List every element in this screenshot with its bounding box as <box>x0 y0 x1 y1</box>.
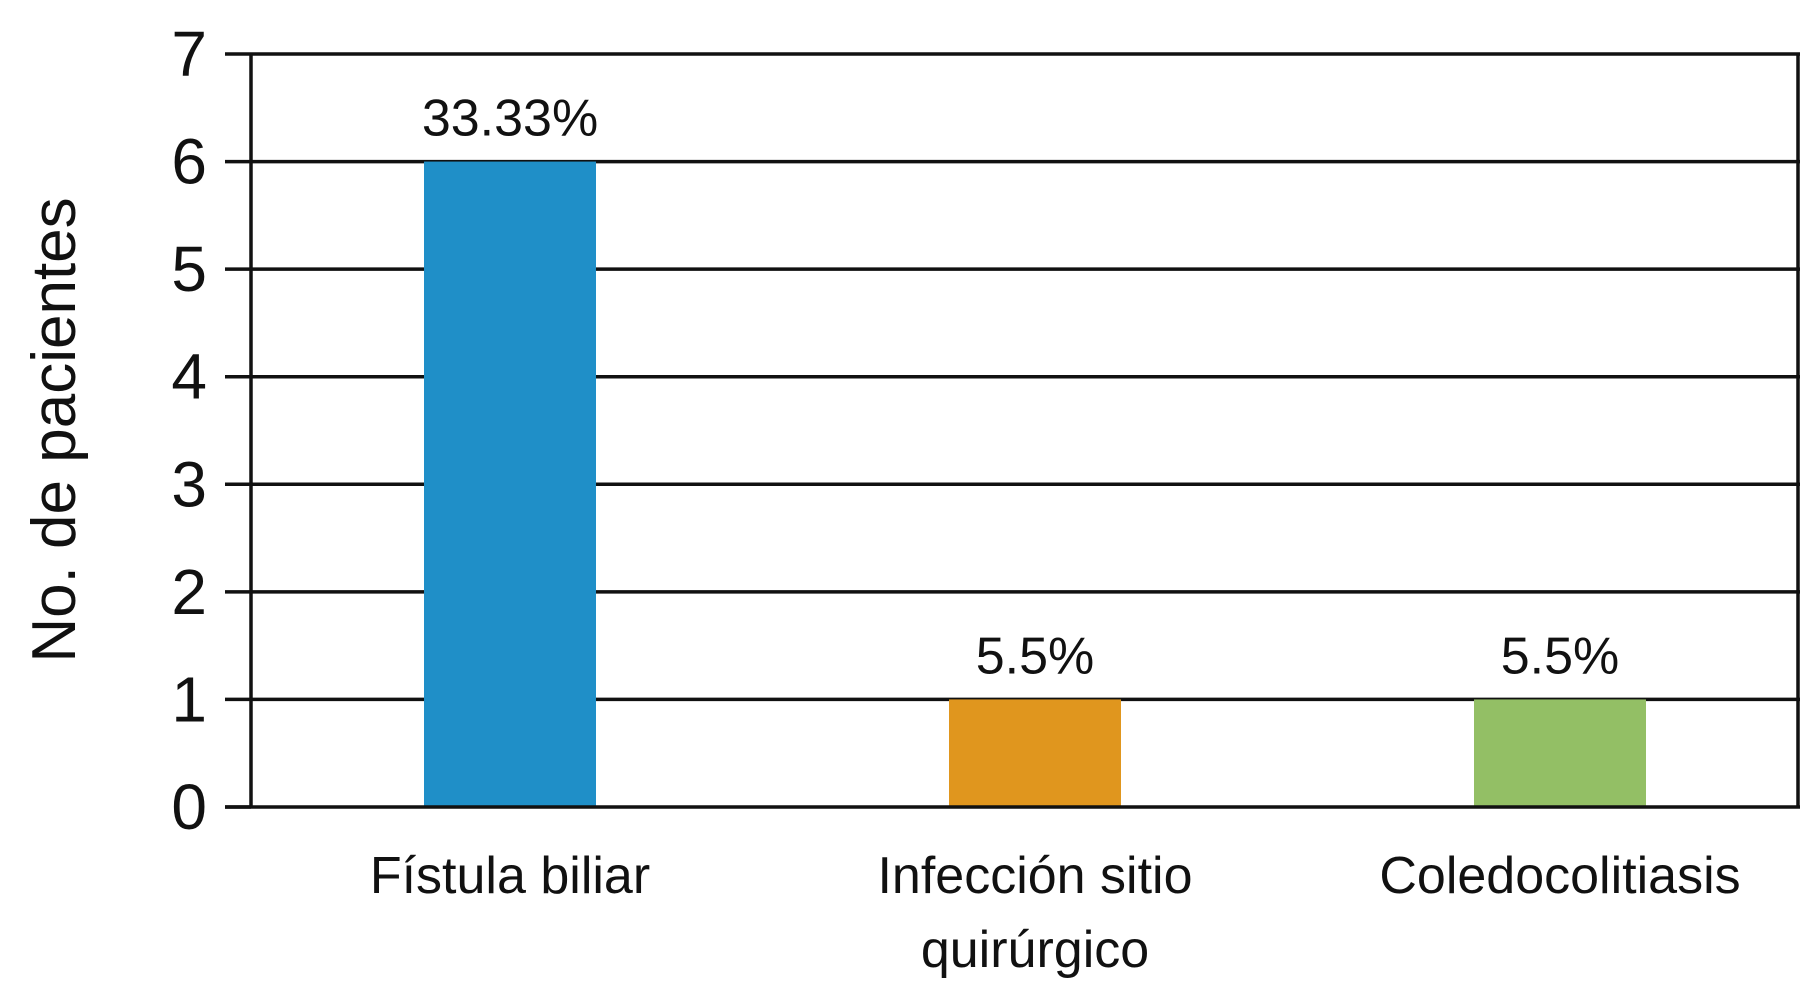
x-axis-categories: Fístula biliar Infección sitio quirúrgico C… <box>370 847 1741 979</box>
bar <box>424 161 596 808</box>
x-category-label: quirúrgico <box>921 921 1149 979</box>
y-axis-ticks: 0 1 2 3 4 5 6 7 <box>171 18 251 843</box>
y-tick-label: 1 <box>171 663 207 735</box>
y-tick-label: 4 <box>171 341 207 413</box>
plot-frame <box>225 54 1800 809</box>
x-category-label: Coledocolitiasis <box>1379 847 1740 905</box>
data-label: 5.5% <box>1501 627 1620 685</box>
bar <box>949 699 1121 807</box>
y-tick-label: 7 <box>171 18 207 90</box>
bar <box>1474 699 1646 807</box>
y-axis-label: No. de pacientes <box>20 197 89 662</box>
bars <box>424 161 1646 808</box>
data-labels: 33.33% 5.5% 5.5% <box>422 90 1619 686</box>
y-tick-label: 0 <box>171 771 207 843</box>
data-label: 33.33% <box>422 90 598 148</box>
y-tick-label: 6 <box>171 126 207 198</box>
x-category-label: Infección sitio <box>877 847 1192 905</box>
x-category-label: Fístula biliar <box>370 847 650 905</box>
y-tick-label: 2 <box>171 556 207 628</box>
data-label: 5.5% <box>976 627 1095 685</box>
y-tick-label: 3 <box>171 448 207 520</box>
y-tick-label: 5 <box>171 233 207 305</box>
